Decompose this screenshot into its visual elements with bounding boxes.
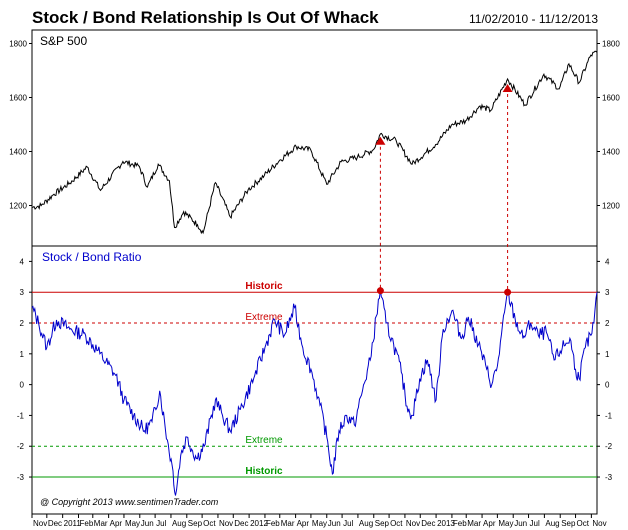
chart-title: Stock / Bond Relationship Is Out Of Whac…: [32, 8, 379, 27]
x-tick-label: Aug: [359, 519, 373, 528]
x-tick-label: Sep: [188, 519, 203, 528]
x-tick-label: Feb: [79, 519, 93, 528]
ratio-signal-dot: [504, 288, 512, 296]
x-tick-label: May: [498, 519, 513, 528]
x-tick-label: Jul: [530, 519, 540, 528]
reference-line-label: Historic: [245, 281, 283, 292]
x-tick-label: Aug: [172, 519, 186, 528]
x-tick-label: Nov: [219, 519, 233, 528]
ratio-ytick-label-right: 4: [605, 257, 610, 266]
x-tick-label: Sep: [375, 519, 390, 528]
ratio-ytick-label-left: 3: [20, 288, 25, 297]
x-tick-label: Nov: [33, 519, 47, 528]
x-tick-label: Oct: [203, 519, 216, 528]
x-tick-label: 2012: [250, 519, 268, 528]
x-tick-label: Apr: [483, 519, 496, 528]
x-tick-label: Jun: [514, 519, 527, 528]
x-tick-label: Sep: [561, 519, 576, 528]
sp500-series-line: [31, 50, 598, 235]
sp500-ytick-label-right: 1200: [602, 202, 620, 211]
ratio-series-line: [31, 288, 598, 496]
x-tick-label: Oct: [577, 519, 590, 528]
x-tick-label: Mar: [281, 519, 295, 528]
x-tick-label: May: [125, 519, 140, 528]
x-tick-label: Oct: [390, 519, 403, 528]
ratio-ytick-label-left: -3: [17, 473, 25, 482]
sp500-ytick-label-left: 1400: [9, 148, 27, 157]
date-range: 11/02/2010 - 11/12/2013: [469, 12, 598, 26]
x-tick-label: Nov: [406, 519, 420, 528]
ratio-ytick-label-right: 3: [605, 288, 610, 297]
ratio-ytick-label-right: -1: [605, 411, 613, 420]
ratio-panel-title: Stock / Bond Ratio: [42, 250, 142, 264]
x-tick-label: Dec: [234, 519, 248, 528]
sp500-layer: 1200 1200 1400 1400 1600 1600 1800 1800: [9, 40, 620, 235]
x-tick-label: May: [312, 519, 327, 528]
x-tick-label: Dec: [48, 519, 62, 528]
sp500-panel-frame: [31, 29, 598, 247]
sp500-ytick-label-right: 1800: [602, 40, 620, 49]
ratio-ytick-label-left: 0: [20, 381, 25, 390]
ratio-ytick-label-right: 0: [605, 381, 610, 390]
ratio-ytick-label-left: -2: [17, 442, 25, 451]
x-tick-label: 2013: [437, 519, 455, 528]
x-tick-label: Nov: [592, 519, 606, 528]
ratio-ytick-label-left: 1: [20, 350, 25, 359]
sp500-ytick-label-left: 1200: [9, 202, 27, 211]
ratio-ytick-label-right: -2: [605, 442, 613, 451]
reference-line-label: Historic: [245, 466, 283, 477]
sp500-ytick-label-left: 1600: [9, 94, 27, 103]
x-tick-label: Aug: [545, 519, 559, 528]
x-tick-label: Mar: [467, 519, 481, 528]
x-tick-label: Dec: [421, 519, 435, 528]
ratio-ytick-label-left: -1: [17, 411, 25, 420]
ratio-layer: -3 -3 -2 -2 -1 -1 0 0 1 1 2 2 3 3 4 4 Historic Extreme Ext…: [17, 88, 613, 496]
ratio-signal-dot: [376, 287, 384, 295]
sp500-ytick-label-left: 1800: [9, 40, 27, 49]
x-tick-label: Feb: [266, 519, 280, 528]
ratio-ytick-label-right: 2: [605, 319, 610, 328]
ratio-ytick-label-right: 1: [605, 350, 610, 359]
x-tick-label: Jul: [156, 519, 166, 528]
x-tick-label: Jul: [343, 519, 353, 528]
x-tick-label: Jun: [328, 519, 341, 528]
copyright-text: @ Copyright 2013 www.sentimenTrader.com: [40, 497, 219, 507]
sp500-ytick-label-right: 1600: [602, 94, 620, 103]
x-tick-label: Jun: [141, 519, 154, 528]
ratio-ytick-label-left: 4: [20, 257, 25, 266]
reference-line-label: Extreme: [245, 435, 283, 446]
ratio-ytick-label-left: 2: [20, 319, 25, 328]
ratio-ytick-label-right: -3: [605, 473, 613, 482]
reference-line-label: Extreme: [245, 312, 283, 323]
sp500-panel-title: S&P 500: [40, 34, 87, 48]
x-tick-label: Apr: [110, 519, 123, 528]
x-tick-label: Apr: [297, 519, 310, 528]
sp500-ytick-label-right: 1400: [602, 148, 620, 157]
ratio-panel-frame: [31, 245, 598, 515]
x-tick-label: Mar: [94, 519, 108, 528]
x-tick-label: Feb: [453, 519, 467, 528]
x-tick-label: 2011: [64, 519, 82, 528]
